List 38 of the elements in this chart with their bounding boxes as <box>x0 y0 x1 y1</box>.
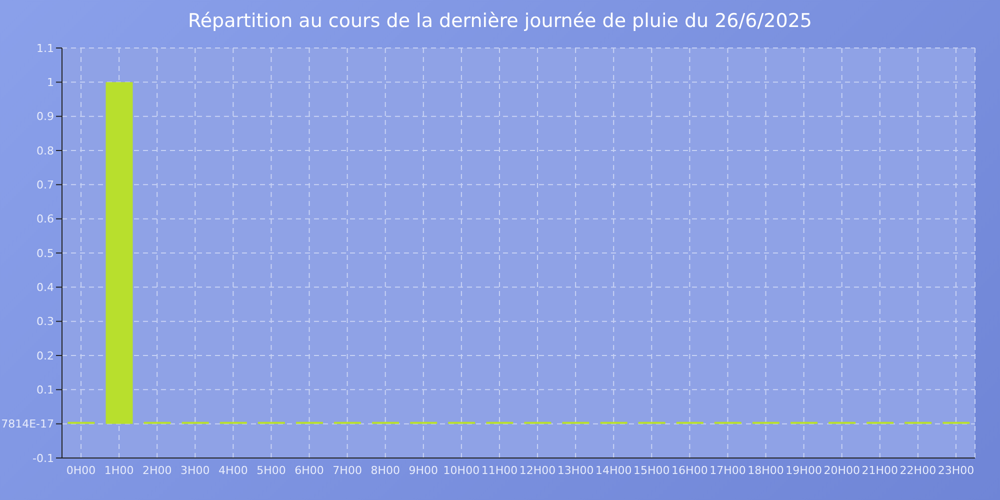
y-tick-label: 7814E-17 <box>1 418 54 431</box>
chart-title: Répartition au cours de la dernière journée de pluie du 26/6/2025 <box>186 10 814 32</box>
x-tick-label: 19H00 <box>786 464 822 477</box>
y-tick-label: -0.1 <box>32 452 54 465</box>
x-tick-label: 5H00 <box>256 464 286 477</box>
y-tick-label: 0.4 <box>36 281 54 294</box>
y-tick-label: 1 <box>47 76 54 90</box>
y-tick-label: 0.6 <box>36 212 54 226</box>
x-tick-label: 0H00 <box>66 464 96 477</box>
x-tick-label: 9H00 <box>408 464 438 477</box>
x-tick-label: 1H00 <box>104 464 134 477</box>
x-tick-label: 15H00 <box>634 464 670 477</box>
x-tick-label: 22H00 <box>900 464 936 477</box>
x-tick-label: 7H00 <box>332 464 362 477</box>
x-tick-label: 3H00 <box>180 464 210 477</box>
x-tick-label: 20H00 <box>824 464 860 477</box>
x-tick-label: 10H00 <box>443 464 480 477</box>
x-tick-label: 4H00 <box>218 464 248 477</box>
y-tick-label: 0.5 <box>36 246 54 260</box>
y-tick-label: 0.9 <box>36 110 54 124</box>
x-tick-label: 16H00 <box>672 464 708 477</box>
x-tick-label: 18H00 <box>748 464 784 477</box>
y-tick-label: 0.8 <box>36 144 54 158</box>
x-tick-label: 11H00 <box>481 464 518 477</box>
x-tick-label: 17H00 <box>710 464 746 477</box>
y-tick-label: 0.3 <box>36 315 54 328</box>
x-tick-label: 8H00 <box>370 464 400 477</box>
x-tick-label: 14H00 <box>595 464 632 477</box>
x-tick-label: 2H00 <box>142 464 172 477</box>
y-tick-label: 1.1 <box>36 42 54 55</box>
x-tick-label: 23H00 <box>938 464 974 477</box>
y-tick-label: 0.2 <box>36 349 54 362</box>
x-tick-label: 12H00 <box>519 464 556 477</box>
y-tick-label: 0.7 <box>36 178 54 192</box>
x-tick-label: 6H00 <box>294 464 324 477</box>
x-tick-label: 13H00 <box>557 464 594 477</box>
y-tick-label: 0.1 <box>36 384 54 397</box>
x-tick-label: 21H00 <box>862 464 898 477</box>
